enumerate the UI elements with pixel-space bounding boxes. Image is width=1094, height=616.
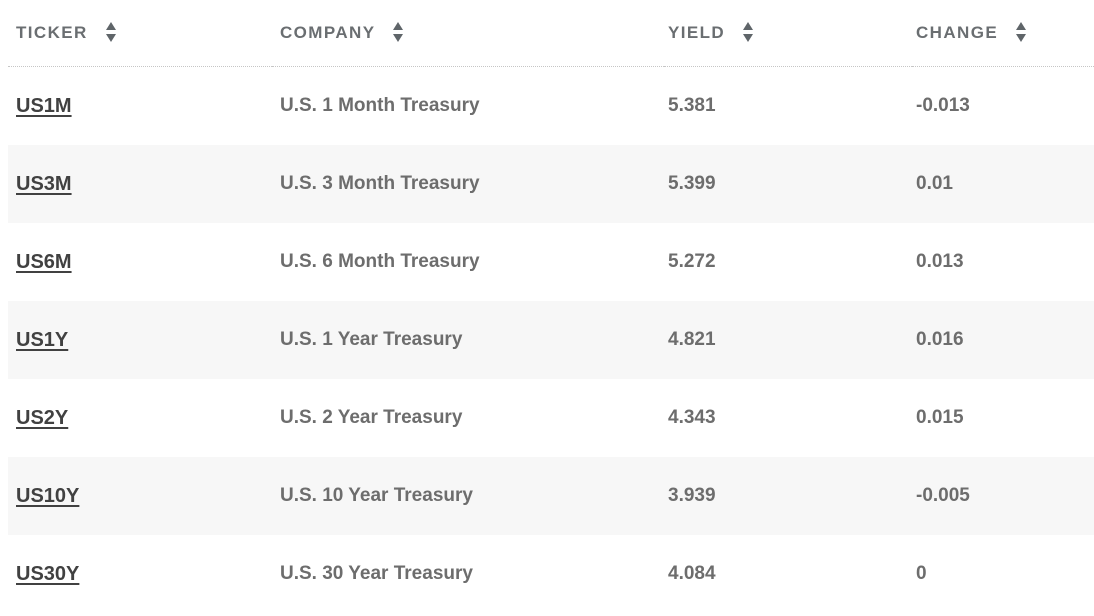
- table-header-row: TICKER COMPANY YIELD CHANGE: [8, 0, 1094, 67]
- ticker-cell: US3M: [8, 145, 272, 223]
- table-row: US2Y U.S. 2 Year Treasury 4.343 0.015: [8, 379, 1094, 457]
- company-cell: U.S. 1 Month Treasury: [280, 95, 480, 116]
- change-cell: -0.005: [916, 485, 970, 506]
- sort-down-triangle-icon: [393, 34, 404, 43]
- ticker-link[interactable]: US30Y: [16, 562, 80, 585]
- sort-down-triangle-icon: [743, 34, 754, 43]
- yield-cell: 4.821: [668, 329, 716, 350]
- table-row: US3M U.S. 3 Month Treasury 5.399 0.01: [8, 145, 1094, 223]
- column-header-ticker-label: TICKER: [16, 22, 88, 42]
- ticker-link[interactable]: US1Y: [16, 328, 69, 351]
- treasury-yields-table: TICKER COMPANY YIELD CHANGE US1: [8, 0, 1094, 613]
- sort-icon[interactable]: [743, 22, 754, 43]
- company-cell: U.S. 1 Year Treasury: [280, 329, 463, 350]
- ticker-cell: US2Y: [8, 379, 272, 457]
- sort-icon[interactable]: [105, 22, 116, 43]
- sort-down-triangle-icon: [105, 34, 116, 43]
- company-cell: U.S. 3 Month Treasury: [280, 173, 480, 194]
- company-cell: U.S. 6 Month Treasury: [280, 251, 480, 272]
- yield-cell: 4.343: [668, 407, 716, 428]
- table-row: US30Y U.S. 30 Year Treasury 4.084 0: [8, 535, 1094, 613]
- column-header-change-label: CHANGE: [916, 22, 999, 42]
- column-header-company[interactable]: COMPANY: [272, 0, 664, 67]
- sort-up-triangle-icon: [743, 22, 754, 31]
- ticker-link[interactable]: US1M: [16, 94, 72, 117]
- yield-cell: 5.381: [668, 95, 716, 116]
- change-cell: 0.016: [916, 329, 964, 350]
- table-row: US6M U.S. 6 Month Treasury 5.272 0.013: [8, 223, 1094, 301]
- yield-cell: 3.939: [668, 485, 716, 506]
- sort-icon[interactable]: [393, 22, 404, 43]
- sort-up-triangle-icon: [105, 22, 116, 31]
- change-cell: 0: [916, 563, 927, 584]
- column-header-company-label: COMPANY: [280, 22, 376, 42]
- ticker-link[interactable]: US6M: [16, 250, 72, 273]
- ticker-link[interactable]: US2Y: [16, 406, 69, 429]
- ticker-link[interactable]: US3M: [16, 172, 72, 195]
- table-row: US10Y U.S. 10 Year Treasury 3.939 -0.005: [8, 457, 1094, 535]
- change-cell: 0.013: [916, 251, 964, 272]
- column-header-yield-label: YIELD: [668, 22, 726, 42]
- sort-up-triangle-icon: [1016, 22, 1027, 31]
- change-cell: 0.015: [916, 407, 964, 428]
- ticker-link[interactable]: US10Y: [16, 484, 80, 507]
- ticker-cell: US1M: [8, 67, 272, 146]
- yield-cell: 5.272: [668, 251, 716, 272]
- ticker-cell: US30Y: [8, 535, 272, 613]
- table-row: US1Y U.S. 1 Year Treasury 4.821 0.016: [8, 301, 1094, 379]
- company-cell: U.S. 10 Year Treasury: [280, 485, 473, 506]
- column-header-change[interactable]: CHANGE: [912, 0, 1094, 67]
- sort-up-triangle-icon: [393, 22, 404, 31]
- column-header-ticker[interactable]: TICKER: [8, 0, 272, 67]
- yield-cell: 5.399: [668, 173, 716, 194]
- change-cell: 0.01: [916, 173, 953, 194]
- column-header-yield[interactable]: YIELD: [664, 0, 912, 67]
- company-cell: U.S. 30 Year Treasury: [280, 563, 473, 584]
- ticker-cell: US1Y: [8, 301, 272, 379]
- sort-icon[interactable]: [1016, 22, 1027, 43]
- change-cell: -0.013: [916, 95, 970, 116]
- company-cell: U.S. 2 Year Treasury: [280, 407, 463, 428]
- table-row: US1M U.S. 1 Month Treasury 5.381 -0.013: [8, 67, 1094, 146]
- sort-down-triangle-icon: [1016, 34, 1027, 43]
- yield-cell: 4.084: [668, 563, 716, 584]
- ticker-cell: US6M: [8, 223, 272, 301]
- ticker-cell: US10Y: [8, 457, 272, 535]
